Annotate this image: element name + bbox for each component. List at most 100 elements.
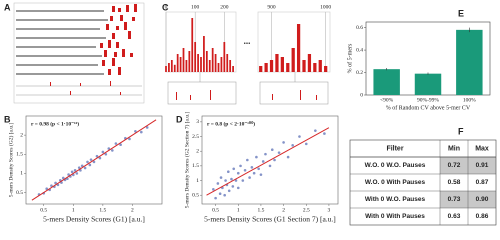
bar (114, 52, 117, 57)
bar (176, 92, 177, 100)
panel-label: D (176, 114, 183, 124)
panel-label: F (458, 126, 464, 136)
table-cell: 0.87 (476, 179, 489, 186)
bar (194, 42, 197, 72)
table-header: Filter (386, 145, 403, 152)
annotation: r = 0.8 (p < 2·10⁻¹⁰⁰) (207, 120, 255, 127)
point (61, 176, 65, 180)
bar (134, 4, 137, 12)
point (216, 182, 220, 185)
point (304, 142, 308, 146)
x-axis-label: 5-mers Density Scores (G1) [a.u.] (43, 215, 145, 224)
bar (307, 54, 312, 72)
bar (179, 57, 182, 72)
point (219, 176, 223, 179)
bar (190, 95, 191, 100)
point (86, 160, 89, 164)
bar (188, 51, 191, 72)
point (75, 172, 79, 175)
bar (80, 83, 81, 86)
point (286, 155, 290, 159)
sequence-line (16, 19, 108, 21)
point (241, 179, 245, 182)
x-tick-label: 2 (131, 207, 134, 213)
bar (185, 60, 188, 72)
point (70, 170, 74, 174)
point (80, 164, 84, 168)
table-header: Max (475, 145, 489, 152)
y-tick-label: 1 (20, 171, 23, 177)
bar (302, 60, 306, 72)
y-axis-label: % of 5-mers (346, 43, 353, 73)
y-axis-label: 5-mers Density Scores (G2) [a.u.] (7, 123, 14, 198)
point (218, 192, 222, 196)
table-cell: 0.72 (448, 162, 461, 169)
point (88, 163, 92, 167)
point (264, 152, 267, 156)
bar (112, 58, 115, 66)
annotation: ... (244, 36, 251, 46)
plot-frame (201, 115, 339, 205)
table-cell: W.O. 0 W.O. Pauses (365, 162, 426, 169)
bar (210, 90, 211, 100)
annotation: r = 0.98 (p < 1·10⁻¹⁶) (31, 120, 79, 127)
x-tick-label: 900 (267, 4, 276, 10)
y-tick-label: 0.2 (356, 70, 363, 76)
y-tick-label: 2.5 (192, 134, 199, 140)
point (255, 155, 258, 159)
y-tick-label: 0.4 (356, 47, 363, 53)
point (243, 168, 247, 172)
point (224, 179, 227, 182)
bar (205, 51, 208, 72)
point (291, 144, 294, 147)
panel-a-illustration (13, 2, 145, 104)
bar (118, 67, 121, 75)
x-tick-label: 1 (237, 207, 240, 213)
x-tick-label: 90%-99% (417, 97, 439, 103)
table-cell: 0.91 (476, 162, 489, 169)
bar (226, 54, 229, 72)
y-tick-label: 2 (196, 148, 199, 154)
bar (108, 40, 111, 48)
x-tick-label: 0.5 (212, 207, 219, 213)
inset (259, 81, 329, 105)
y-tick-label: 0.5 (192, 192, 199, 198)
y-axis-label: 5-mers Density Scores (G2 Section 7) [a.… (183, 112, 190, 209)
bar (232, 66, 234, 72)
bar (220, 57, 223, 72)
point (277, 151, 281, 154)
bar (126, 5, 129, 12)
fit-line (31, 119, 157, 201)
bar (168, 63, 170, 72)
point (67, 173, 70, 176)
y-tick-label: 0.5 (16, 190, 23, 196)
point (236, 171, 240, 175)
x-tick-label: 1 (72, 207, 75, 213)
sequence-line (16, 73, 104, 75)
point (95, 154, 99, 158)
x-axis-label: 5-mers Density Scores (G1 Section 7) [a.… (204, 215, 336, 224)
point (98, 156, 102, 160)
panel-label: C (162, 2, 169, 12)
point (236, 186, 240, 190)
bar (173, 64, 176, 72)
point (223, 193, 226, 197)
point (298, 135, 301, 138)
bar (122, 49, 125, 57)
y-tick-label: 0.6 (356, 25, 363, 31)
point (89, 158, 93, 161)
point (45, 187, 48, 190)
bar (116, 26, 119, 30)
table-cell: 0.86 (476, 213, 489, 220)
bar (116, 42, 119, 48)
point (92, 160, 96, 164)
bar (456, 29, 483, 95)
bar (324, 66, 328, 72)
point (83, 166, 87, 170)
bar (118, 8, 121, 12)
bar (313, 63, 317, 72)
figure: A B C D E F 0.5 1 1.5 2 0.5 1 1.5 2 r = 0.98 (p < 1·10… (4, 2, 497, 226)
point (252, 171, 256, 175)
bar (259, 66, 263, 72)
point (226, 170, 230, 174)
